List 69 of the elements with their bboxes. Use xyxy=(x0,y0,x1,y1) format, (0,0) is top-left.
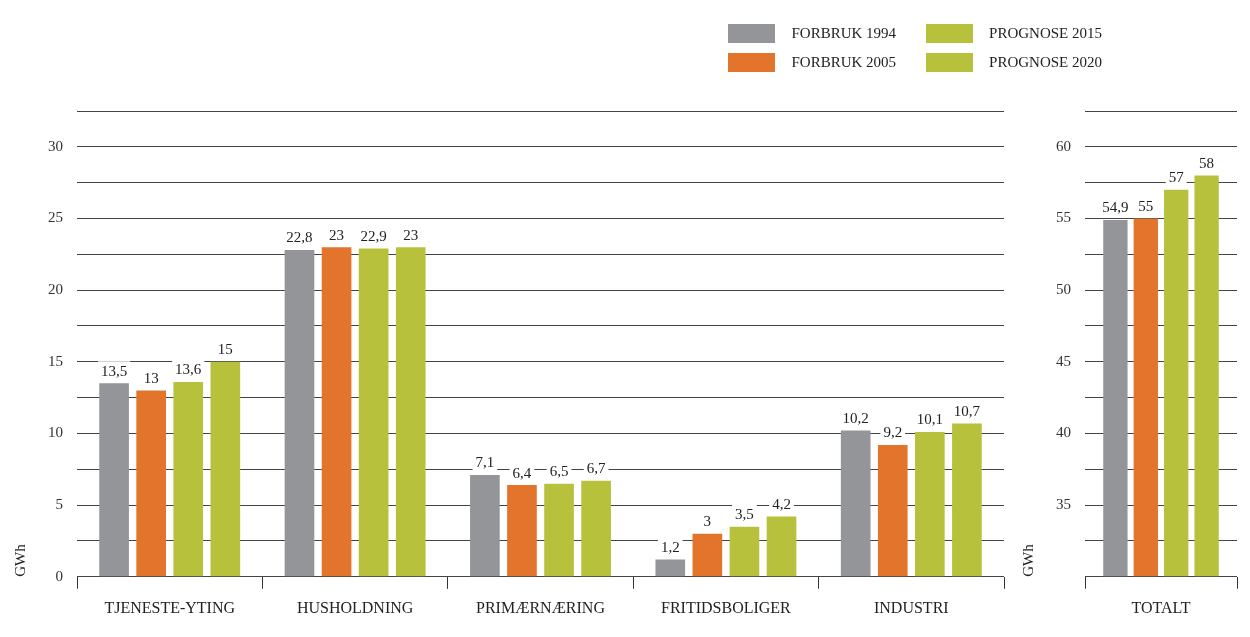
data-label: 22,9 xyxy=(360,228,387,245)
data-label: 58 xyxy=(1199,154,1215,171)
x-tick-label: HUSHOLDNING xyxy=(296,598,414,616)
y-tick-label: 55 xyxy=(1056,209,1071,226)
bar xyxy=(358,248,389,577)
x-tick-label: PRIMÆRNÆRING xyxy=(476,598,606,616)
bar xyxy=(655,559,686,577)
bar xyxy=(544,483,574,577)
data-label: 10,1 xyxy=(916,411,943,428)
y-tick-label: 40 xyxy=(1056,424,1071,441)
bar xyxy=(395,247,426,577)
y-axis-title: GWh xyxy=(1019,543,1036,577)
bar xyxy=(321,247,352,577)
bar xyxy=(766,516,797,577)
data-label: 6,4 xyxy=(512,464,532,481)
data-label: 54,9 xyxy=(1102,199,1129,216)
data-label: 55 xyxy=(1138,197,1154,214)
y-tick-label: 30 xyxy=(48,137,63,154)
data-label: 23 xyxy=(403,226,419,243)
data-label: 22,8 xyxy=(286,229,313,246)
legend-label: FORBRUK 2005 xyxy=(791,54,897,71)
bar xyxy=(284,250,315,577)
bar xyxy=(952,423,982,577)
data-label: 57 xyxy=(1168,169,1185,186)
legend-label: PROGNOSE 2015 xyxy=(989,25,1102,42)
bar xyxy=(729,526,760,577)
data-label: 15 xyxy=(217,341,233,358)
y-axis-title: GWh xyxy=(11,543,28,577)
y-tick-label: 15 xyxy=(48,352,63,369)
data-label: 13,6 xyxy=(175,361,202,378)
legend-label: FORBRUK 1994 xyxy=(791,25,897,42)
data-label: 10,2 xyxy=(842,410,869,427)
data-label: 3,5 xyxy=(735,506,754,523)
data-label: 3 xyxy=(703,513,712,530)
y-tick-label: 25 xyxy=(48,209,63,226)
data-label: 6,5 xyxy=(549,463,569,480)
y-tick-label: 60 xyxy=(1056,137,1071,154)
data-label: 9,2 xyxy=(883,424,903,441)
bar xyxy=(877,444,908,577)
y-tick-label: 10 xyxy=(48,424,63,441)
data-label: 13 xyxy=(143,369,159,386)
y-tick-label: 45 xyxy=(1056,352,1071,369)
bar xyxy=(470,475,500,577)
bar xyxy=(915,432,945,577)
bar xyxy=(692,533,723,577)
bar xyxy=(507,485,537,577)
data-label: 4,2 xyxy=(772,496,791,513)
bar xyxy=(840,430,871,577)
data-label: 23 xyxy=(329,226,345,243)
y-tick-label: 35 xyxy=(1056,496,1071,513)
data-label: 6,7 xyxy=(586,460,606,477)
data-label: 13,5 xyxy=(100,362,128,379)
x-tick-label: INDUSTRI xyxy=(873,598,949,616)
y-tick-label: 0 xyxy=(55,567,63,584)
x-tick-label: TJENESTE-YTING xyxy=(104,598,236,616)
bar xyxy=(99,383,129,577)
x-tick-label: FRITIDSBOLIGER xyxy=(661,598,792,616)
x-tick-label: TOTALT xyxy=(1131,598,1191,616)
data-label: 7,1 xyxy=(475,454,495,471)
y-tick-label: 50 xyxy=(1056,281,1071,298)
bar xyxy=(210,361,241,577)
y-tick-label: 5 xyxy=(55,496,63,513)
legend-label: PROGNOSE 2020 xyxy=(989,54,1102,71)
y-tick-label: 20 xyxy=(48,281,63,298)
bar xyxy=(173,381,204,577)
data-label: 10,7 xyxy=(953,402,981,419)
data-label: 1,2 xyxy=(660,539,680,556)
bar xyxy=(136,390,166,577)
bar xyxy=(581,480,611,577)
